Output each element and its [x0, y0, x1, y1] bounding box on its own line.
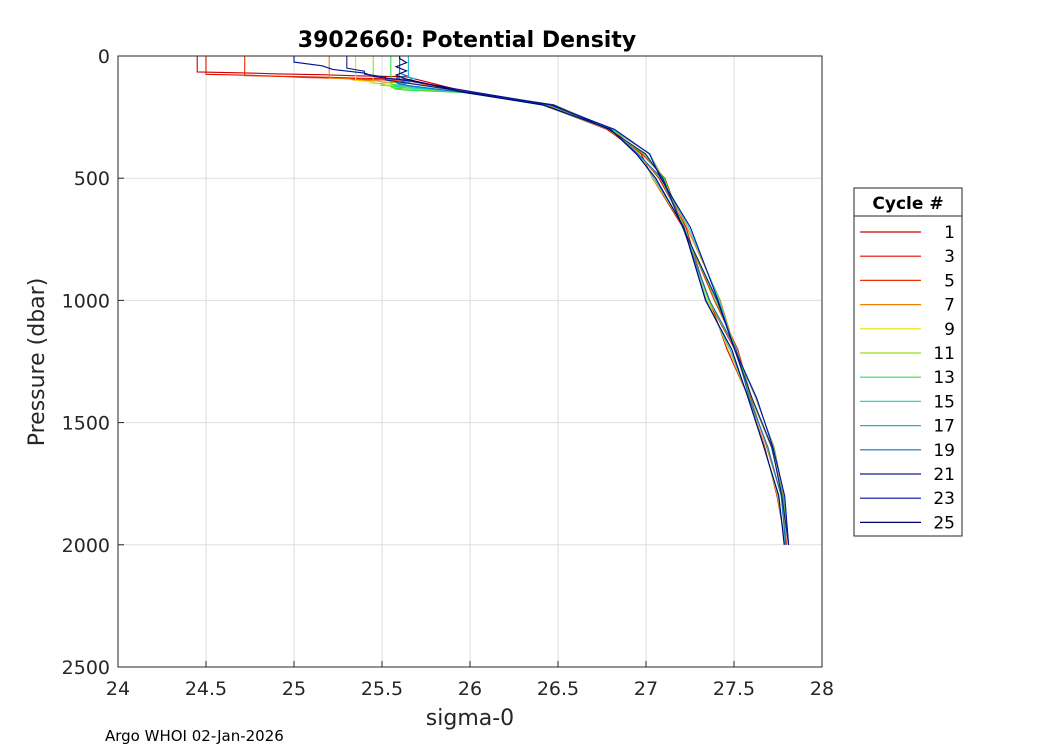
y-axis-label: Pressure (dbar)	[25, 278, 50, 447]
legend-label: 1	[944, 223, 955, 243]
legend-label: 17	[933, 417, 955, 437]
legend-label: 3	[944, 247, 955, 267]
x-tick-label: 26	[458, 678, 482, 700]
x-tick-label: 24	[106, 678, 130, 700]
chart-title: 3902660: Potential Density	[298, 28, 636, 53]
x-tick-label: 26.5	[537, 678, 579, 700]
legend-box	[853, 187, 963, 537]
legend-label: 25	[933, 513, 955, 533]
legend-label: 7	[944, 296, 955, 316]
x-tick-label: 27	[634, 678, 658, 700]
legend-label: 11	[933, 344, 955, 364]
x-axis-label: sigma-0	[426, 706, 514, 731]
y-tick-label: 1000	[62, 290, 110, 312]
legend-label: 13	[933, 368, 955, 388]
y-tick-label: 2000	[62, 535, 110, 557]
x-axis-ticks: 24 24.5 25 25.5 26 26.5 27 27.5 28	[106, 661, 834, 700]
footer-credit: Argo WHOI 02-Jan-2026	[105, 727, 284, 745]
legend-label: 9	[944, 320, 955, 340]
x-tick-label: 25	[282, 678, 306, 700]
legend-label: 23	[933, 489, 955, 509]
y-tick-label: 500	[74, 168, 110, 190]
legend-label: 21	[933, 465, 955, 485]
legend-label: 5	[944, 271, 955, 291]
series-line-cycle-25	[394, 56, 785, 545]
x-tick-label: 28	[810, 678, 834, 700]
series-line-cycle-21	[346, 56, 790, 545]
legend-label: 19	[933, 441, 955, 461]
x-tick-label: 25.5	[361, 678, 403, 700]
series-line-cycle-23	[293, 56, 790, 545]
plot-lines	[196, 56, 790, 545]
y-tick-label: 1500	[62, 413, 110, 435]
y-axis-ticks: 0 500 1000 1500 2000 2500	[62, 46, 124, 679]
x-tick-label: 24.5	[185, 678, 227, 700]
y-tick-label: 0	[98, 46, 110, 68]
x-tick-label: 27.5	[713, 678, 755, 700]
y-tick-label: 2500	[62, 657, 110, 679]
legend-title: Cycle #	[872, 194, 943, 214]
legend-label: 15	[933, 392, 955, 412]
